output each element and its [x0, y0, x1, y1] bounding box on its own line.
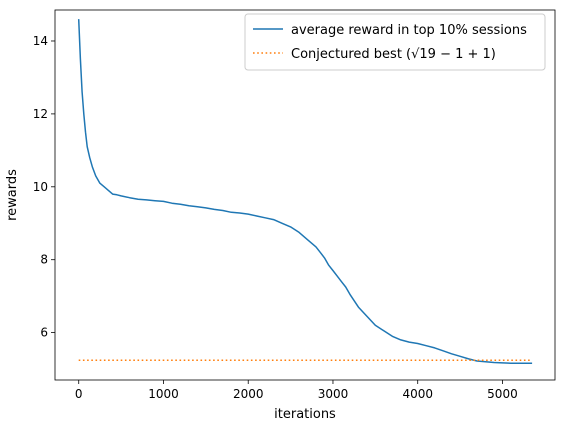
legend-label-series-1: average reward in top 10% sessions	[291, 23, 527, 38]
x-tick-label: 1000	[148, 387, 179, 401]
legend-label-series-2: Conjectured best (√19 − 1 + 1)	[291, 47, 496, 62]
x-tick-label: 3000	[318, 387, 349, 401]
y-tick-label: 10	[33, 180, 48, 194]
y-tick-label: 6	[40, 326, 48, 340]
x-tick-label: 2000	[233, 387, 264, 401]
y-tick-label: 8	[40, 253, 48, 267]
y-tick-label: 12	[33, 107, 48, 121]
x-tick-label: 4000	[402, 387, 433, 401]
series-line-1	[77, 19, 533, 364]
plot-area	[55, 10, 555, 380]
x-axis: 0 1000 2000 3000 4000 5000	[75, 380, 518, 401]
y-tick-label: 14	[33, 34, 48, 48]
legend-box	[244, 13, 546, 71]
x-axis-label: iterations	[274, 407, 336, 422]
x-tick-label: 5000	[487, 387, 518, 401]
legend: average reward in top 10% sessions Conje…	[244, 13, 546, 71]
x-tick-label: 0	[75, 387, 83, 401]
y-axis: 6 8 10 12 14	[33, 34, 55, 340]
y-axis-label: rewards	[5, 169, 20, 221]
plot-frame	[54, 9, 556, 381]
series-layer	[77, 19, 533, 364]
